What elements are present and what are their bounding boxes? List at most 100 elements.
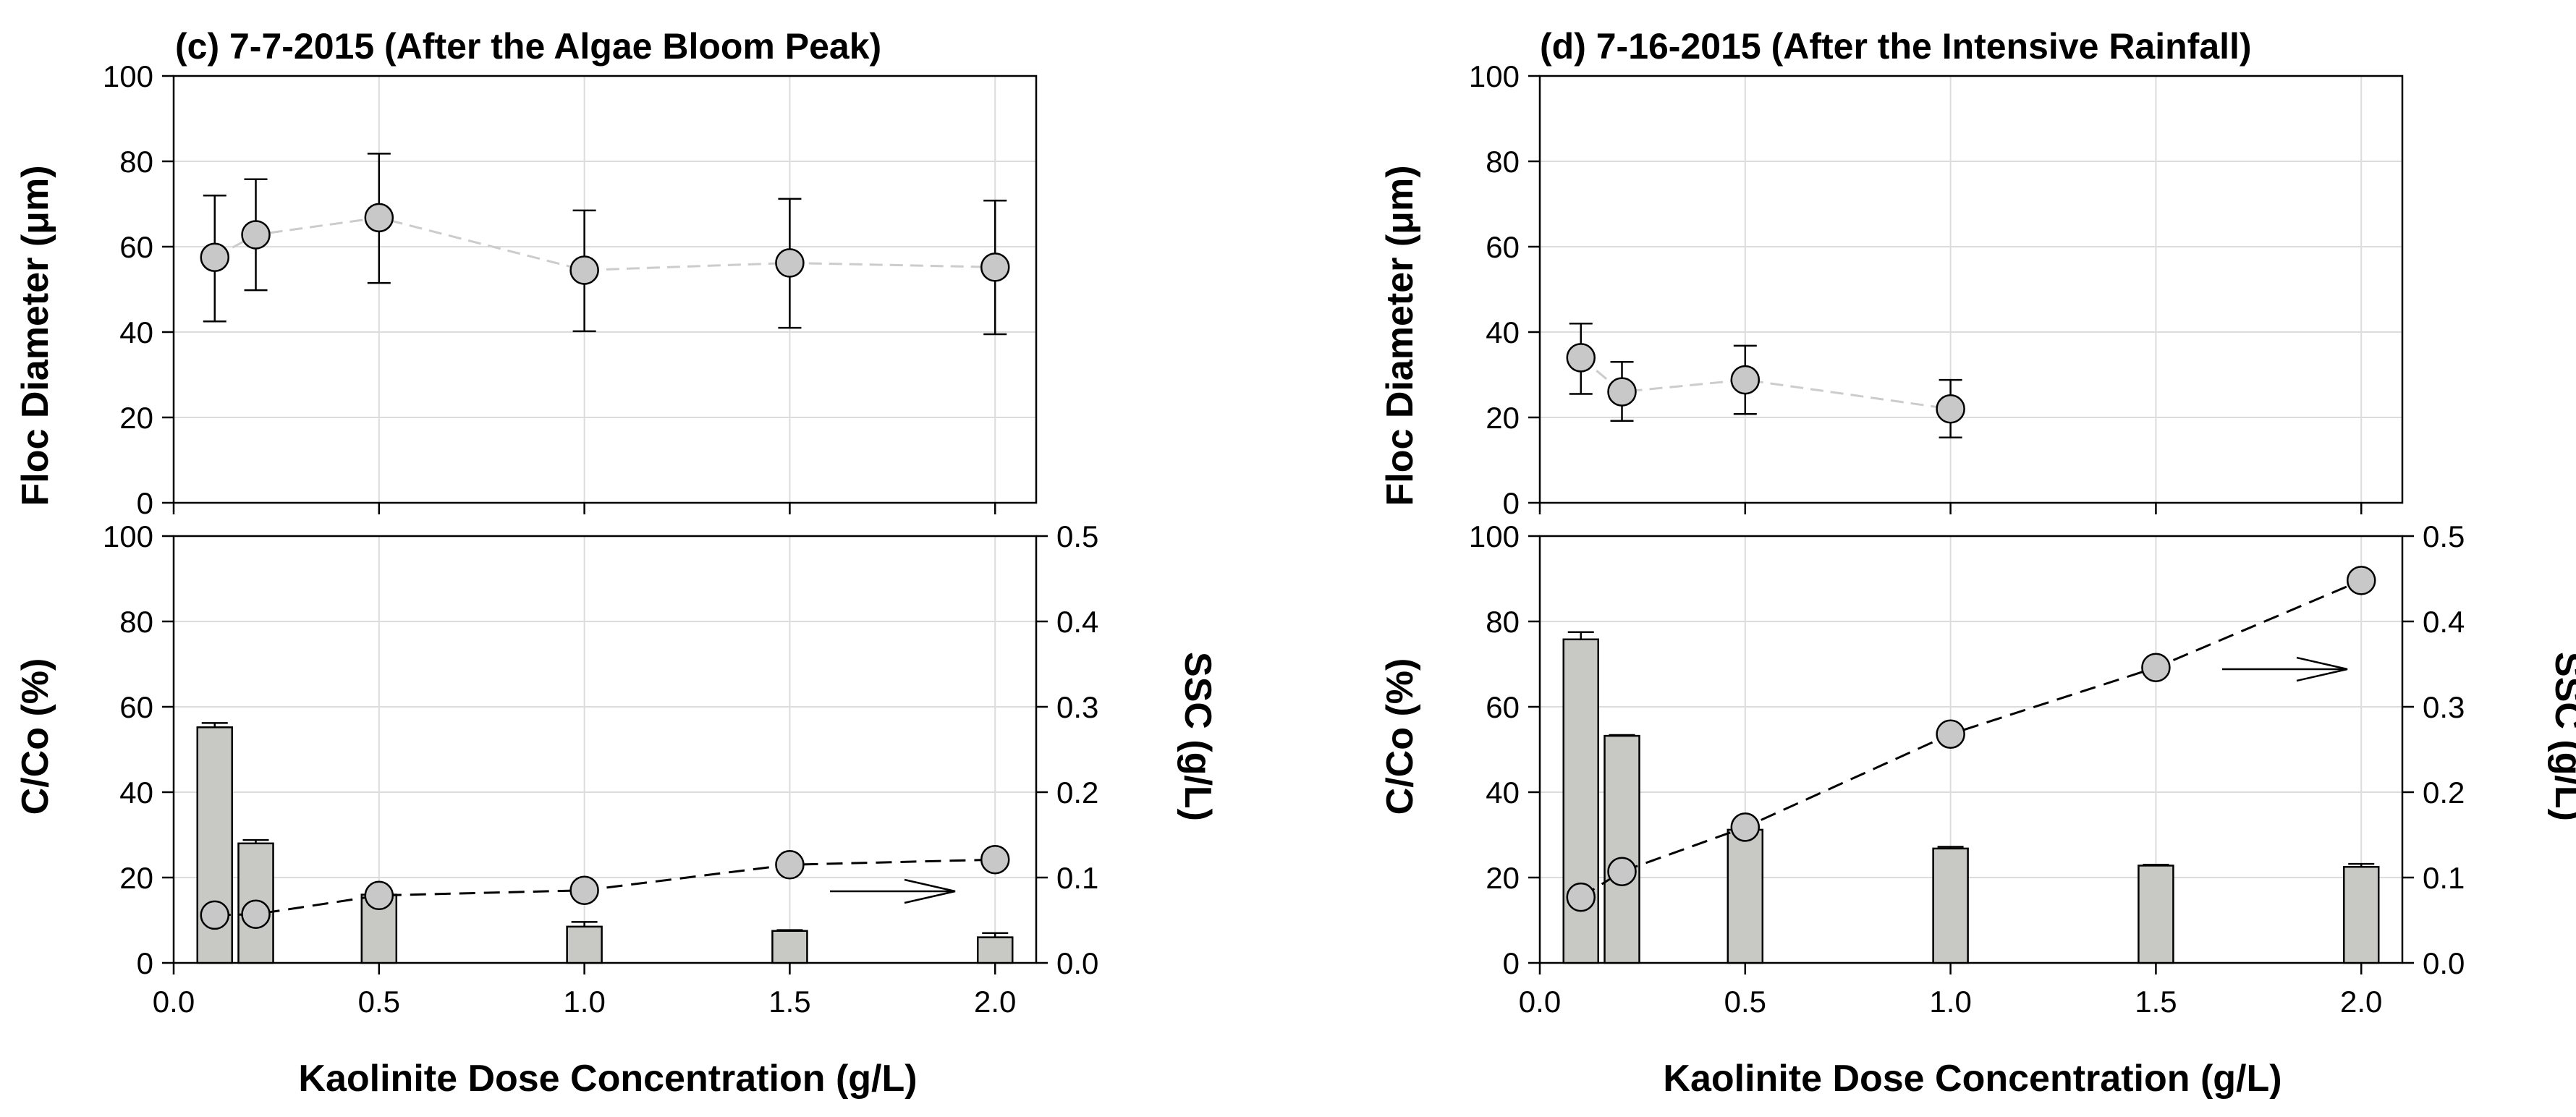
panel-d-floc-plot: 0 20 40 60 80 100 xyxy=(1469,59,2404,520)
d-bot-ytick-label: 80 xyxy=(1486,605,1520,639)
d-top-frame xyxy=(1538,75,2404,504)
c-top-ytick-label: 100 xyxy=(103,59,153,93)
d-bot-ssc-point xyxy=(2346,566,2376,595)
d-bot-ytick-right-label: 0.3 xyxy=(2423,690,2465,724)
panel-c-removal-plot: 0 20 40 60 80 100 0.0 0.5 1.0 1.5 2.0 0.0 0.1 0.2 0.3 0… xyxy=(103,519,1098,1019)
d-top-data-point xyxy=(1936,394,1965,424)
d-bot-ssc-point xyxy=(1936,719,1965,749)
d-bot-bar xyxy=(2138,865,2174,964)
c-bot-ytick-right-label: 0.4 xyxy=(1056,605,1098,639)
d-bot-xtick-label: 0.5 xyxy=(1724,985,1766,1019)
c-bot-ytick-label: 40 xyxy=(119,776,153,810)
d-bot-ssc-line xyxy=(1580,579,2362,899)
d-top-ytick-label: 80 xyxy=(1486,145,1520,179)
panel-c-bottom-ylabel-right: SSC (g/L) xyxy=(1177,652,1219,821)
c-bot-ssc-point xyxy=(980,844,1010,875)
d-top-ytick-label: 100 xyxy=(1469,59,1520,93)
c-bot-xtick-label: 1.5 xyxy=(768,985,810,1019)
panel-d-bottom-ylabel: C/Co (%) xyxy=(1379,658,1421,815)
c-top-data-point xyxy=(980,252,1010,282)
panel-c: (c) 7-7-2015 (After the Algae Bloom Peak… xyxy=(14,26,1219,1100)
panel-d-title: (d) 7-16-2015 (After the Intensive Rainf… xyxy=(1540,26,2252,67)
c-bot-ytick-label: 100 xyxy=(103,519,153,553)
d-bot-ytick-label: 100 xyxy=(1469,519,1520,553)
c-bot-frame xyxy=(172,535,1038,964)
c-top-data-point xyxy=(200,242,230,272)
c-top-data-point xyxy=(241,220,271,250)
panel-c-top-ylabel: Floc Diameter (μm) xyxy=(14,165,56,506)
c-bot-ytick-right-label: 0.5 xyxy=(1056,519,1098,553)
d-bot-ytick-right-label: 0.0 xyxy=(2423,946,2465,980)
c-top-ytick-label: 20 xyxy=(119,401,153,435)
d-top-ytick-label: 40 xyxy=(1486,315,1520,349)
d-bot-ytick-label: 60 xyxy=(1486,690,1520,724)
c-bot-ytick-label: 60 xyxy=(119,690,153,724)
d-bot-ytick-right-label: 0.2 xyxy=(2423,776,2465,810)
c-top-ytick-label: 80 xyxy=(119,145,153,179)
panel-d-removal-plot: 0 20 40 60 80 100 0.0 0.5 1.0 1.5 2.0 0.0 0.1 0.2 0.3 0… xyxy=(1469,519,2465,1019)
c-bot-ytick-label: 80 xyxy=(119,605,153,639)
c-bot-ssc-point xyxy=(569,875,599,905)
d-bot-ytick-right-label: 0.5 xyxy=(2423,519,2465,553)
d-bot-bar xyxy=(1726,828,1764,964)
d-top-ytick-label: 60 xyxy=(1486,230,1520,264)
d-bot-ssc-point xyxy=(1566,882,1596,912)
panel-c-floc-plot: 0 20 40 60 80 100 xyxy=(103,59,1038,520)
c-top-data-point xyxy=(364,203,394,233)
d-bot-bar xyxy=(1603,734,1640,964)
c-bot-arrow-head xyxy=(904,878,956,904)
d-bot-bar xyxy=(2342,866,2380,964)
d-bot-xtick-label: 1.5 xyxy=(2135,985,2177,1019)
c-bot-xtick-label: 0.5 xyxy=(358,985,400,1019)
c-bot-ssc-point xyxy=(241,899,271,929)
c-top-frame xyxy=(172,75,1038,504)
c-bot-xtick-label: 1.0 xyxy=(563,985,605,1019)
d-top-data-point xyxy=(1566,343,1596,373)
c-bot-ssc-line xyxy=(214,858,996,917)
d-bot-ytick-label: 0 xyxy=(1503,946,1520,980)
d-bot-ytick-label: 20 xyxy=(1486,861,1520,895)
panel-d: (d) 7-16-2015 (After the Intensive Rainf… xyxy=(1379,26,2576,1100)
d-bot-ytick-right-label: 0.4 xyxy=(2423,605,2465,639)
c-bot-bar xyxy=(566,925,603,964)
d-top-ytick-label: 20 xyxy=(1486,401,1520,435)
c-top-data-point xyxy=(569,255,599,285)
c-top-ytick-label: 40 xyxy=(119,315,153,349)
c-top-series-line xyxy=(214,216,996,271)
d-bot-xtick-label: 0.0 xyxy=(1519,985,1561,1019)
c-bot-ytick-right-label: 0.3 xyxy=(1056,690,1098,724)
panel-c-title: (c) 7-7-2015 (After the Algae Bloom Peak… xyxy=(175,26,881,67)
d-bot-ssc-point xyxy=(2141,653,2171,682)
d-top-series-line xyxy=(1580,357,1951,410)
c-bot-xtick-label: 2.0 xyxy=(974,985,1016,1019)
d-bot-xtick-label: 2.0 xyxy=(2340,985,2382,1019)
c-bot-ytick-right-label: 0.2 xyxy=(1056,776,1098,810)
d-bot-arrow-head xyxy=(2296,656,2348,682)
d-bot-ssc-point xyxy=(1607,857,1637,886)
panel-c-xlabel: Kaolinite Dose Concentration (g/L) xyxy=(298,1058,917,1100)
panel-d-bottom-ylabel-right: SSC (g/L) xyxy=(2547,652,2576,821)
d-bot-right-axis-arrow xyxy=(2222,656,2348,682)
d-top-data-point xyxy=(1730,365,1761,395)
panel-c-bottom-ylabel: C/Co (%) xyxy=(14,658,56,815)
c-bot-ssc-point xyxy=(364,880,394,911)
c-top-ytick-label: 60 xyxy=(119,230,153,264)
c-bot-bar xyxy=(771,930,808,964)
d-bot-ytick-right-label: 0.1 xyxy=(2423,861,2465,895)
d-top-data-point xyxy=(1607,377,1637,407)
c-bot-ytick-label: 20 xyxy=(119,861,153,895)
d-bot-ytick-label: 40 xyxy=(1486,776,1520,810)
c-bot-ssc-point xyxy=(775,850,805,880)
panel-d-top-ylabel: Floc Diameter (μm) xyxy=(1379,165,1421,506)
c-bot-ytick-right-label: 0.1 xyxy=(1056,861,1098,895)
c-bot-right-axis-arrow xyxy=(830,878,956,904)
c-top-data-point xyxy=(775,248,805,278)
c-bot-ssc-point xyxy=(200,900,230,930)
d-bot-ssc-point xyxy=(1730,812,1761,842)
c-top-ytick-label: 0 xyxy=(137,486,153,520)
d-bot-frame xyxy=(1538,535,2404,964)
c-bot-xtick-label: 0.0 xyxy=(153,985,195,1019)
d-top-ytick-label: 0 xyxy=(1503,486,1520,520)
d-bot-bar xyxy=(1562,638,1600,964)
